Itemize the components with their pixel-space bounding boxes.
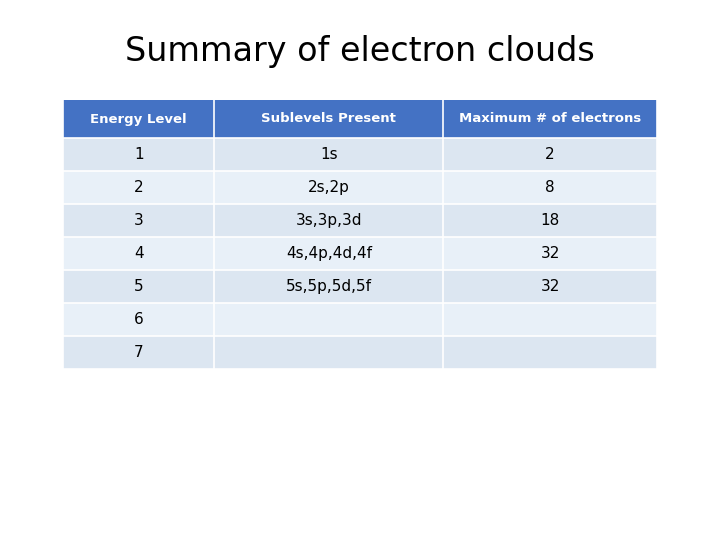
Bar	[443, 237, 657, 270]
Text: 5s,5p,5d,5f: 5s,5p,5d,5f	[286, 279, 372, 294]
Bar	[443, 336, 657, 369]
Bar	[443, 204, 657, 237]
Bar	[215, 100, 443, 138]
Text: 5: 5	[134, 279, 143, 294]
Bar	[63, 100, 215, 138]
Bar	[63, 336, 215, 369]
Text: 7: 7	[134, 345, 143, 360]
Bar	[63, 270, 215, 303]
Text: 3: 3	[134, 213, 143, 228]
Text: 32: 32	[541, 246, 559, 261]
Bar	[215, 303, 443, 336]
Bar	[443, 171, 657, 204]
Bar	[443, 138, 657, 171]
Bar	[63, 138, 215, 171]
Bar	[215, 171, 443, 204]
Bar	[215, 204, 443, 237]
Text: Summary of electron clouds: Summary of electron clouds	[125, 36, 595, 69]
Text: 2: 2	[545, 147, 555, 162]
Bar	[63, 303, 215, 336]
Bar	[443, 303, 657, 336]
Text: 4s,4p,4d,4f: 4s,4p,4d,4f	[286, 246, 372, 261]
Bar	[215, 336, 443, 369]
Text: 1s: 1s	[320, 147, 338, 162]
Text: Energy Level: Energy Level	[91, 112, 187, 125]
Text: 18: 18	[541, 213, 559, 228]
Bar	[63, 204, 215, 237]
Bar	[63, 237, 215, 270]
Text: 2: 2	[134, 180, 143, 195]
Bar	[215, 138, 443, 171]
Text: 3s,3p,3d: 3s,3p,3d	[296, 213, 362, 228]
Text: Maximum # of electrons: Maximum # of electrons	[459, 112, 642, 125]
Text: 8: 8	[545, 180, 555, 195]
Bar	[443, 270, 657, 303]
Bar	[443, 100, 657, 138]
Text: 4: 4	[134, 246, 143, 261]
Bar	[215, 237, 443, 270]
Text: 2s,2p: 2s,2p	[308, 180, 350, 195]
Text: Sublevels Present: Sublevels Present	[261, 112, 396, 125]
Bar	[63, 171, 215, 204]
Text: 1: 1	[134, 147, 143, 162]
Text: 32: 32	[541, 279, 559, 294]
Bar	[215, 270, 443, 303]
Text: 6: 6	[134, 312, 143, 327]
